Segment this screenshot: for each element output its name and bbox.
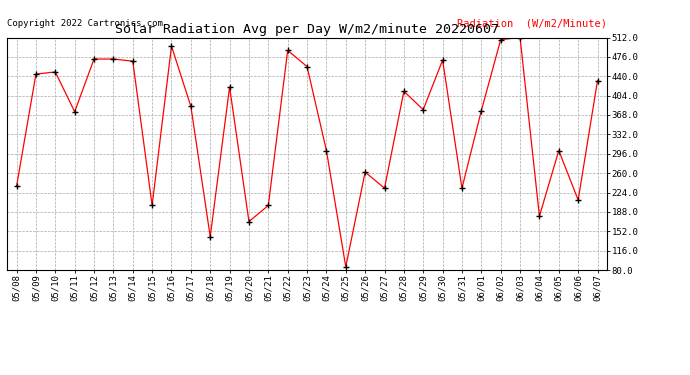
Text: Radiation  (W/m2/Minute): Radiation (W/m2/Minute): [457, 19, 607, 29]
Text: Copyright 2022 Cartronics.com: Copyright 2022 Cartronics.com: [7, 19, 163, 28]
Title: Solar Radiation Avg per Day W/m2/minute 20220607: Solar Radiation Avg per Day W/m2/minute …: [115, 23, 499, 36]
